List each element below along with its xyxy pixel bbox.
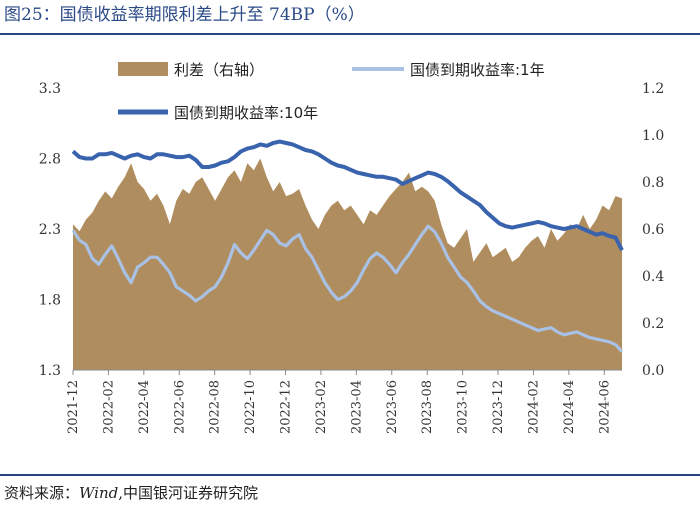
x-axis-tick-label: 2023-02 — [314, 380, 329, 434]
right-axis-tick-label: 0.0 — [642, 363, 664, 379]
chart-title: 图25：国债收益率期限利差上升至 74BP（%） — [4, 5, 365, 25]
right-axis-tick-label: 1.2 — [642, 81, 664, 97]
left-axis-tick-label: 1.3 — [39, 363, 61, 379]
x-axis-tick-label: 2022-08 — [208, 380, 223, 434]
title-underline — [0, 33, 700, 35]
legend-swatch-spread — [118, 62, 168, 76]
right-axis-tick-label: 0.6 — [642, 222, 664, 238]
right-axis-tick-label: 1.0 — [642, 128, 664, 144]
yield-1y-line — [71, 224, 624, 353]
x-axis-tick-label: 2023-10 — [456, 380, 471, 434]
footer-rule — [0, 474, 700, 476]
x-axis-tick-label: 2021-12 — [66, 380, 81, 434]
x-axis-tick-label: 2024-04 — [562, 380, 577, 434]
x-axis-tick-label: 2023-04 — [349, 380, 364, 434]
left-axis-tick-label: 1.8 — [39, 293, 61, 309]
left-axis-tick-label: 2.8 — [39, 152, 61, 168]
x-axis-tick-label: 2022-02 — [101, 380, 116, 434]
axis-layer: 1.3 1.8 2.3 2.8 3.3 0.0 0.2 0.4 0.6 0.8 1.0 1.2 2021… — [39, 81, 665, 434]
x-axis-tick-label: 2022-06 — [172, 380, 187, 434]
x-axis-tick-label: 2023-08 — [420, 380, 435, 434]
legend-label-spread: 利差（右轴） — [174, 61, 264, 79]
spread-area — [73, 158, 622, 370]
yield-10y-line-layer — [71, 139, 624, 252]
right-axis-tick-label: 0.2 — [642, 316, 664, 332]
source-note: 资料来源：Wind,中国银河证券研究院 — [4, 482, 258, 503]
source-prefix: 资料来源： — [4, 484, 80, 502]
legend-label-yield-1y: 国债到期收益率:1年 — [410, 61, 545, 79]
chart-canvas: 1.3 1.8 2.3 2.8 3.3 0.0 0.2 0.4 0.6 0.8 1.0 1.2 2021… — [39, 61, 665, 434]
x-axis-tick-label: 2022-04 — [137, 380, 152, 434]
source-wind: Wind — [79, 484, 119, 502]
yield-10y-line — [71, 139, 624, 252]
x-axis-tick-label: 2023-06 — [385, 380, 400, 434]
legend-label-yield-10y: 国债到期收益率:10年 — [174, 104, 318, 122]
source-suffix: ,中国银河证券研究院 — [118, 484, 259, 502]
legend: 利差（右轴） 国债到期收益率:1年 国债到期收益率:10年 — [118, 61, 545, 122]
left-axis-tick-label: 3.3 — [39, 81, 61, 97]
x-axis-tick-label: 2023-12 — [491, 380, 506, 434]
x-axis-tick-label: 2022-12 — [279, 380, 294, 434]
x-axis-tick-label: 2024-06 — [597, 380, 612, 434]
x-axis-tick-label: 2024-02 — [526, 380, 541, 434]
left-axis-tick-label: 2.3 — [39, 222, 61, 238]
spread-area-layer — [73, 158, 622, 370]
right-axis-tick-label: 0.8 — [642, 175, 664, 191]
x-axis-tick-label: 2022-10 — [243, 380, 258, 434]
right-axis-tick-label: 0.4 — [642, 269, 664, 285]
yield-1y-line-layer — [71, 224, 624, 353]
